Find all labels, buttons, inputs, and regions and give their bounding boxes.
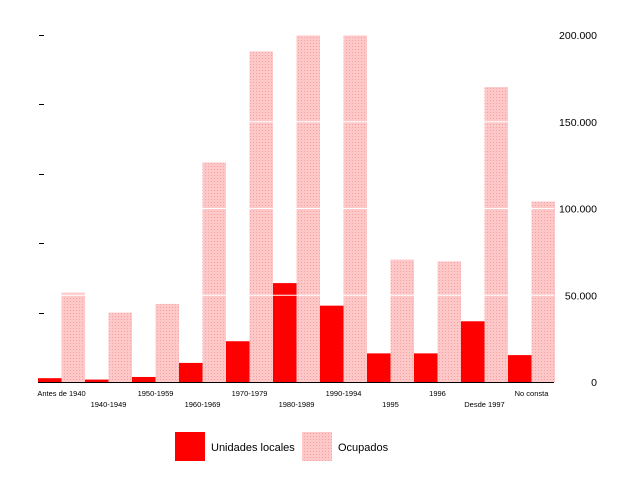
bar-unidades-locales — [461, 321, 485, 382]
bar-unidades-locales — [414, 353, 438, 382]
bar-ocupados — [249, 51, 273, 383]
bar-unidades-locales — [320, 305, 344, 382]
category-label: 1950-1959 — [138, 389, 174, 398]
category-label: 1990-1994 — [326, 389, 362, 398]
bar-ocupados — [202, 162, 226, 382]
right-axis-tick-label: 100.000 — [559, 204, 597, 216]
bar-unidades-locales — [85, 379, 109, 382]
right-axis-tick-label: 0 — [591, 377, 597, 389]
bar-ocupados — [108, 312, 132, 382]
category-label: 1940-1949 — [91, 400, 127, 409]
bar-ocupados — [531, 201, 555, 382]
bar-unidades-locales — [508, 355, 532, 382]
category-label: No consta — [515, 389, 550, 398]
axes-layer — [38, 35, 554, 383]
category-label: Desde 1997 — [464, 400, 504, 409]
category-label: 1995 — [382, 400, 399, 409]
gridlines-layer — [38, 34, 554, 296]
category-label: 1960-1969 — [185, 400, 221, 409]
legend: Unidades locales Ocupados — [175, 432, 389, 461]
labels-layer: 0 50.000 100.000 150.000 200.000 Antes de 194… — [37, 30, 597, 409]
category-label: 1980-1989 — [279, 400, 315, 409]
right-axis-tick-label: 150.000 — [559, 117, 597, 129]
category-label: Antes de 1940 — [37, 389, 85, 398]
bar-unidades-locales — [367, 353, 391, 382]
bar-unidades-locales — [273, 283, 297, 382]
bar-ocupados — [61, 292, 85, 382]
right-axis-tick-label: 200.000 — [559, 30, 597, 42]
category-label: 1996 — [429, 389, 446, 398]
category-label: 1970-1979 — [232, 389, 268, 398]
bar-ocupados — [390, 259, 414, 382]
bar-ocupados — [437, 261, 461, 382]
bar-unidades-locales — [179, 362, 203, 382]
legend-swatch-ocupados — [302, 432, 332, 461]
bar-ocupados — [484, 87, 508, 383]
right-axis-tick-label: 50.000 — [565, 290, 597, 302]
legend-swatch-unidades-locales — [175, 432, 205, 461]
bar-ocupados — [155, 303, 179, 382]
bar-unidades-locales — [226, 341, 250, 382]
legend-label: Unidades locales — [211, 442, 295, 454]
bar-unidades-locales — [132, 376, 156, 382]
legend-label: Ocupados — [338, 442, 389, 454]
bar-unidades-locales — [38, 378, 62, 382]
